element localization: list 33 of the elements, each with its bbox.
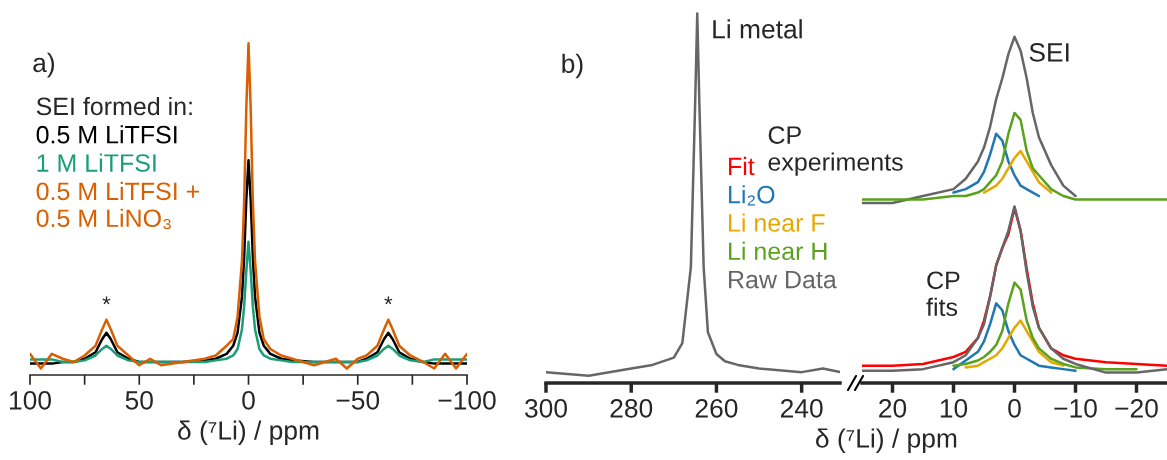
text: Li near F <box>729 213 825 232</box>
x-tick-label: 0 <box>1008 398 1021 418</box>
x-tick-label: −10 <box>1054 398 1097 418</box>
annotation: Li metal <box>713 19 802 39</box>
annotation: * <box>102 296 111 305</box>
annotation: CP experiments <box>768 126 903 176</box>
annotation: * <box>384 296 393 305</box>
text: Fit <box>729 156 755 176</box>
annotation: CP fits <box>926 271 960 317</box>
x-tick-label: −50 <box>336 390 380 410</box>
text: Raw Data <box>729 270 837 289</box>
x-axis-title: δ (⁷Li) / ppm <box>178 420 319 446</box>
x-tick-label: 0 <box>242 390 255 410</box>
x-tick-label: 20 <box>879 398 907 418</box>
x-tick-label: 280 <box>610 398 653 418</box>
x-tick-label: 240 <box>780 398 823 418</box>
series-label: 0.5 M LiTFSI + 0.5 M LiNO₃ <box>36 181 200 230</box>
text: 1 M LiTFSI <box>37 153 156 172</box>
text: 0.5 M LiTFSI <box>36 125 177 144</box>
annotation: b) <box>562 53 583 79</box>
annotation: a) <box>33 52 55 78</box>
text: Li near H <box>729 241 827 261</box>
x-tick-label: 50 <box>125 390 153 410</box>
x-tick-label: 260 <box>695 398 738 418</box>
x-axis-title: δ (⁷Li) / ppm <box>816 428 957 453</box>
text: Li₂O <box>729 185 775 206</box>
legend-title: SEI formed in: <box>36 96 192 116</box>
x-tick-label: −100 <box>438 390 496 410</box>
x-tick-label: 100 <box>10 390 51 410</box>
x-tick-label: 300 <box>524 398 567 418</box>
x-tick-label: −20 <box>1115 398 1158 418</box>
x-tick-label: 10 <box>940 398 968 418</box>
annotation: SEI <box>1029 43 1069 62</box>
